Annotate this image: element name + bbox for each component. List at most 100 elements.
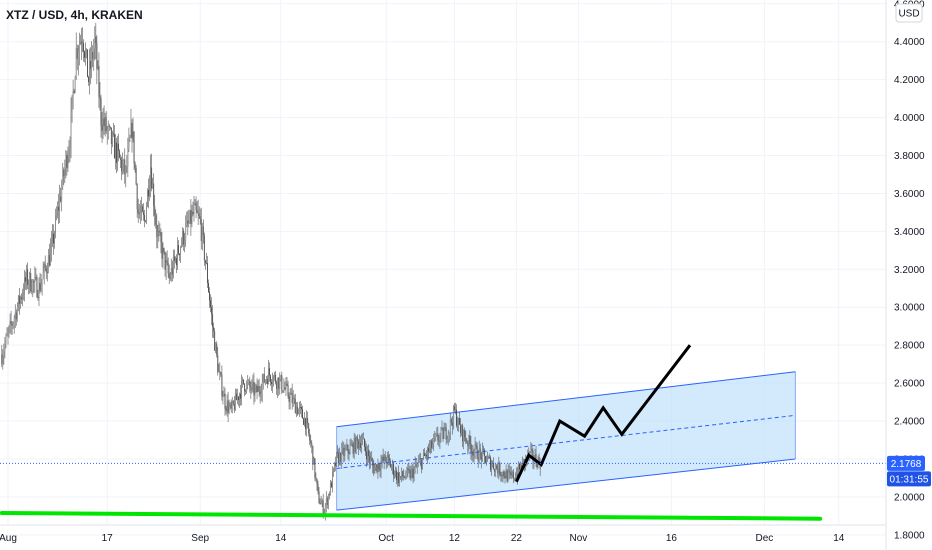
- candle-body: [302, 409, 303, 419]
- candle-body: [352, 443, 354, 454]
- candle-body: [109, 126, 111, 128]
- y-tick-label: 3.8000: [894, 151, 925, 162]
- candle-body: [313, 458, 315, 465]
- candle-body: [133, 131, 135, 164]
- candle-body: [366, 451, 368, 460]
- candle-body: [496, 465, 498, 469]
- candle-body: [120, 157, 122, 160]
- symbol-title: XTZ / USD, 4h, KRAKEN: [6, 8, 143, 22]
- candle-body: [368, 450, 370, 457]
- x-tick-label: Aug: [0, 533, 17, 544]
- candle-body: [247, 382, 249, 384]
- candle-body: [160, 232, 162, 243]
- candle-body: [97, 66, 99, 69]
- candle-body: [237, 396, 239, 400]
- candle-body: [99, 96, 101, 99]
- candle-body: [360, 442, 362, 448]
- candle-body: [304, 418, 306, 425]
- candle-body: [359, 442, 361, 448]
- candle-body: [173, 256, 175, 261]
- candle-body: [259, 391, 261, 395]
- candle-body: [93, 48, 95, 59]
- last-price-label: 2.1768: [891, 459, 922, 470]
- candle-body: [298, 407, 300, 410]
- regression-channel[interactable]: [336, 371, 796, 511]
- candle-body: [251, 383, 253, 391]
- candle-body: [529, 451, 531, 456]
- candle-body: [221, 375, 223, 396]
- candle-body: [200, 218, 202, 241]
- y-tick-label: 3.4000: [894, 227, 925, 238]
- candle-body: [74, 76, 76, 93]
- candle-body: [277, 377, 279, 389]
- candle-body: [59, 196, 61, 211]
- candle-body: [480, 452, 482, 461]
- candle-body: [456, 409, 457, 426]
- candle-body: [315, 477, 317, 479]
- candle-body: [45, 267, 47, 273]
- candle-body: [433, 437, 435, 445]
- candle-body: [6, 334, 8, 336]
- candle-body: [73, 91, 75, 93]
- candle-body: [340, 452, 342, 463]
- candle-body: [202, 226, 204, 236]
- x-tick-label: 12: [449, 533, 461, 544]
- candle-body: [448, 431, 450, 434]
- currency-button[interactable]: USD: [895, 3, 923, 23]
- candle-body: [215, 343, 217, 351]
- candle-body: [406, 468, 408, 477]
- candle-body: [107, 125, 109, 130]
- candle-body: [436, 433, 438, 435]
- candle-body: [431, 440, 433, 449]
- candle-body: [344, 449, 346, 457]
- x-tick-label: 22: [511, 533, 523, 544]
- candle-body: [274, 374, 276, 377]
- candle-body: [250, 387, 252, 391]
- candle-body: [289, 394, 291, 402]
- candle-body: [41, 279, 43, 285]
- candle-body: [236, 396, 238, 401]
- candle-body: [25, 277, 27, 282]
- y-tick-label: 3.0000: [894, 303, 925, 314]
- candle-body: [505, 470, 507, 479]
- candle-body: [102, 118, 104, 131]
- candle-body: [143, 214, 145, 221]
- candle-body: [153, 183, 155, 207]
- candle-body: [28, 284, 30, 285]
- candle-body: [121, 159, 123, 172]
- candle-body: [400, 476, 402, 478]
- drawn-lines[interactable]: [0, 344, 886, 521]
- candle-body: [392, 464, 394, 476]
- time-axis[interactable]: Aug 17 Sep 14 Oct 12 22 Nov 16 Dec 14: [0, 524, 886, 544]
- candle-body: [441, 428, 443, 429]
- candle-body: [430, 440, 432, 448]
- candle-body: [53, 233, 54, 244]
- candle-body: [128, 140, 130, 150]
- candle-body: [532, 450, 534, 461]
- candle-body: [64, 167, 66, 176]
- candle-body: [288, 396, 290, 402]
- candle-body: [312, 446, 314, 465]
- candle-body: [137, 209, 139, 214]
- candle-body: [287, 384, 289, 397]
- candle-body: [493, 462, 495, 470]
- candle-body: [500, 474, 502, 476]
- candle-body: [476, 445, 478, 459]
- candle-body: [295, 406, 297, 414]
- candle-body: [264, 379, 266, 383]
- candle-body: [533, 460, 535, 462]
- candle-body: [267, 368, 269, 384]
- candle-body: [403, 476, 405, 478]
- candle-body: [149, 185, 151, 197]
- candle-body: [378, 464, 380, 469]
- candle-body: [167, 262, 169, 274]
- candle-body: [482, 449, 484, 451]
- candle-body: [147, 190, 148, 207]
- candle-body: [141, 206, 143, 212]
- candle-body: [263, 374, 265, 383]
- candle-body: [191, 211, 193, 225]
- candle-body: [325, 498, 327, 507]
- candle-body: [444, 427, 446, 431]
- candle-body: [205, 262, 207, 264]
